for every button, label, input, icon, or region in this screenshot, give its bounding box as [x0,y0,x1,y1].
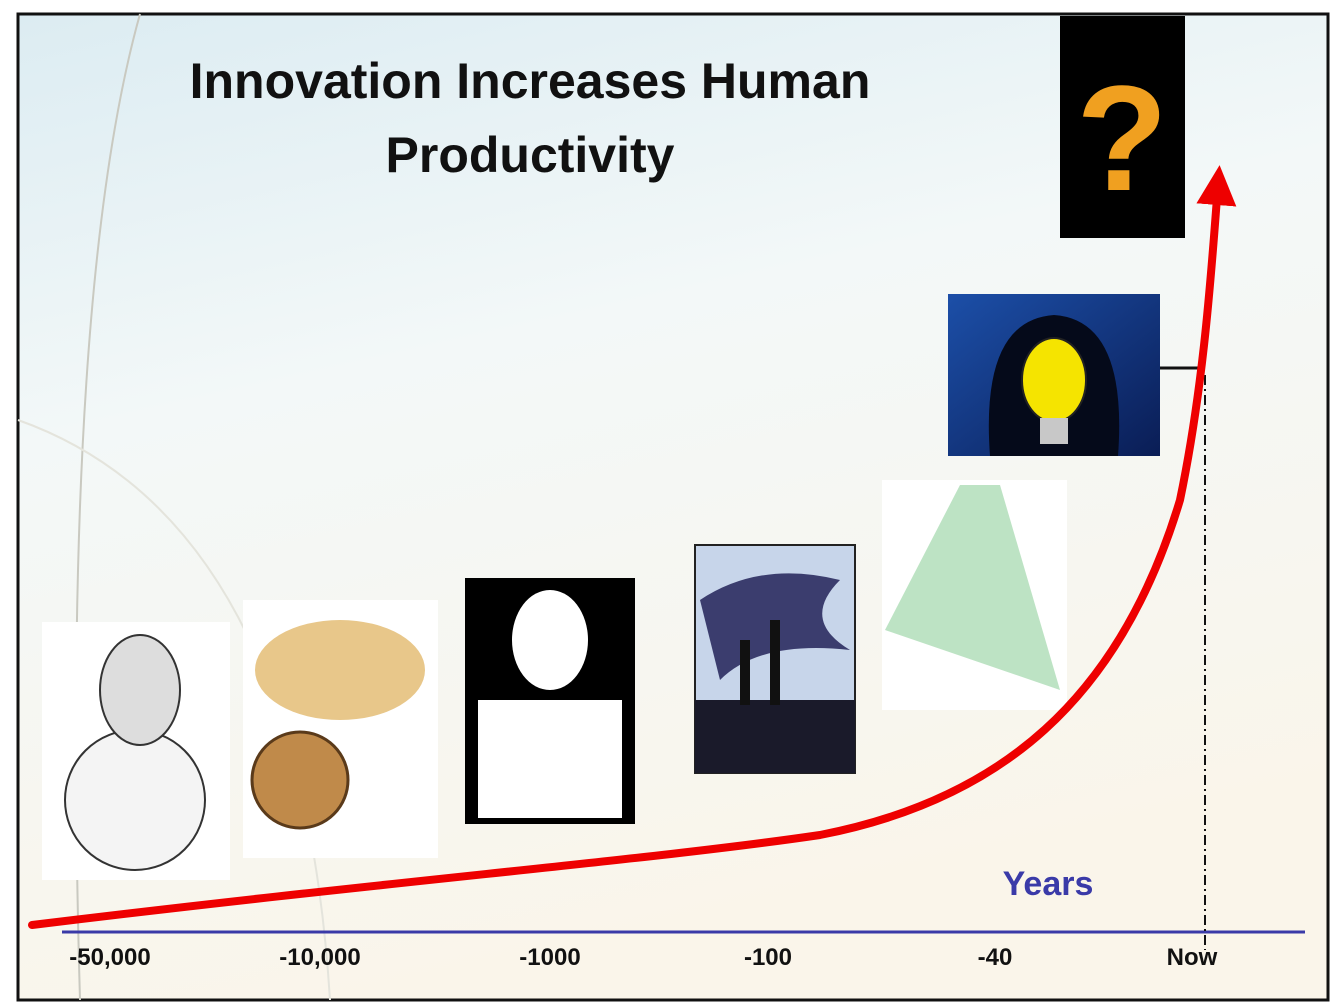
axis-label: Years [1003,865,1094,903]
question-mark: ? [1076,54,1168,222]
title-line: Innovation Increases Human [190,53,871,109]
tick-label: -10,000 [279,944,360,971]
tick-label: -100 [744,944,792,971]
chimney [770,620,780,705]
tick-label: -1000 [519,944,580,971]
tick-label: Now [1167,944,1218,971]
wheel [252,732,348,828]
stone-wheel [65,730,205,870]
factory-ground [695,700,855,773]
horses [255,620,425,720]
desk [478,700,622,818]
slide: Innovation Increases Human Productivity … [0,0,1333,1003]
bulb [1022,338,1086,422]
tick-label: -50,000 [69,944,150,971]
title-line: Productivity [386,127,675,183]
tick-label: -40 [978,944,1013,971]
bulb-base [1040,418,1068,444]
chimney [740,640,750,705]
caveman [100,635,180,745]
figure [512,590,588,690]
